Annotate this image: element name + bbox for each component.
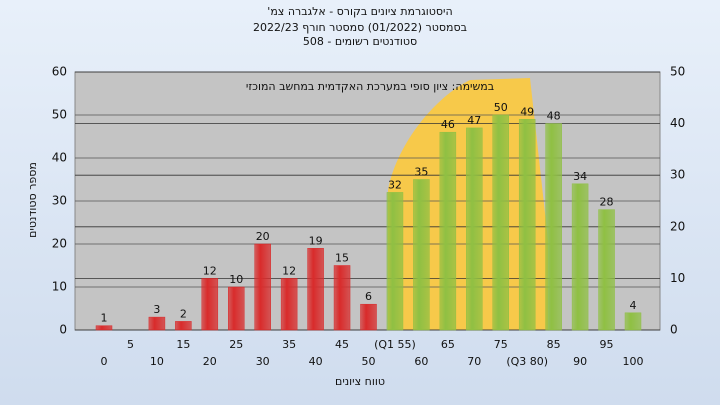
x-tick-label: 90 [573, 355, 587, 368]
value-label: 20 [256, 230, 270, 243]
bar [95, 325, 113, 331]
value-label: 4 [630, 299, 637, 312]
annotation: במשימה: ציון סופי במערכת האקדמית במחשב ה… [246, 80, 494, 93]
value-label: 1 [101, 312, 108, 325]
chart-title: היסטוגרמת ציונים בקורס - אלגברה צמ' [267, 5, 452, 18]
x-tick-label: 60 [414, 355, 428, 368]
x-tick-label: 85 [547, 338, 561, 351]
x-tick-label: 95 [600, 338, 614, 351]
chart-subtitle: סטודנטים רשומים - 508 [303, 35, 417, 48]
value-label: 2 [180, 307, 187, 320]
y-tick-label: 0 [59, 323, 67, 337]
value-label: 12 [282, 264, 296, 277]
value-label: 34 [573, 170, 587, 183]
bar [571, 183, 589, 331]
chart-subtitle: בסמסטר (01/2022) סמסטר חורף 2022/23 [253, 21, 467, 34]
y2-tick-label: 40 [670, 116, 685, 130]
y-tick-label: 10 [52, 280, 67, 294]
x-tick-label: 10 [150, 355, 164, 368]
x-tick-label: 15 [176, 338, 190, 351]
bar [624, 312, 642, 331]
x-tick-label: 25 [229, 338, 243, 351]
y2-tick-label: 30 [670, 168, 685, 182]
y-tick-label: 60 [52, 65, 67, 79]
x-tick-label: 50 [362, 355, 376, 368]
value-label: 50 [494, 101, 508, 114]
bar [228, 286, 245, 331]
bar [175, 321, 192, 331]
x-tick-label: 40 [309, 355, 323, 368]
x-tick-label: 100 [623, 355, 644, 368]
bar [201, 278, 219, 331]
x-tick-label: 70 [467, 355, 481, 368]
x-axis-label: טווח ציונים [335, 375, 385, 388]
value-label: 28 [600, 196, 614, 209]
x-tick-label: 65 [441, 338, 455, 351]
y2-tick-label: 0 [670, 323, 678, 337]
x-tick-label: 35 [282, 338, 296, 351]
x-tick-label: (Q3 80) [506, 355, 548, 368]
bar [254, 243, 271, 331]
y2-tick-label: 10 [670, 271, 685, 285]
value-label: 48 [547, 110, 561, 123]
x-tick-label: (Q1 55) [374, 338, 416, 351]
value-label: 15 [335, 252, 349, 265]
bar [492, 114, 509, 331]
y-tick-label: 30 [52, 194, 67, 208]
value-label: 47 [467, 114, 481, 127]
bar [148, 316, 166, 331]
value-label: 49 [520, 105, 534, 118]
bar [360, 303, 377, 331]
y2-tick-label: 50 [670, 65, 685, 79]
bar [333, 265, 351, 331]
bar [413, 179, 430, 331]
bar [466, 127, 483, 331]
bar [545, 123, 562, 331]
value-label: 12 [203, 264, 217, 277]
y-tick-label: 20 [52, 237, 67, 251]
y-axis-label: מספר סטודנטים [26, 162, 39, 238]
x-tick-label: 45 [335, 338, 349, 351]
bar [307, 248, 324, 331]
value-label: 19 [309, 234, 323, 247]
x-tick-label: 20 [203, 355, 217, 368]
x-tick-label: 5 [127, 338, 134, 351]
x-tick-label: 0 [101, 355, 108, 368]
bar [518, 119, 536, 331]
bar [280, 278, 298, 331]
value-label: 35 [414, 166, 428, 179]
y-tick-label: 40 [52, 151, 67, 165]
value-label: 32 [388, 178, 402, 191]
x-tick-label: 75 [494, 338, 508, 351]
bar [598, 209, 615, 331]
y-tick-label: 50 [52, 108, 67, 122]
value-label: 10 [229, 273, 243, 286]
bar [439, 131, 457, 331]
bar [386, 192, 404, 331]
y2-tick-label: 20 [670, 219, 685, 233]
value-label: 6 [365, 290, 372, 303]
value-label: 46 [441, 118, 455, 131]
x-tick-label: 30 [256, 355, 270, 368]
value-label: 3 [153, 303, 160, 316]
